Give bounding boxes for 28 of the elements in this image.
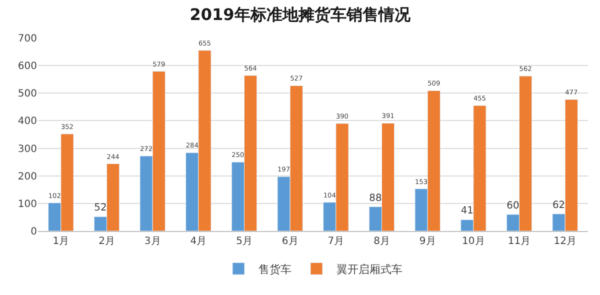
x-tick-label: 7月 <box>328 236 344 247</box>
y-tick-label: 0 <box>30 226 37 238</box>
y-tick-label: 700 <box>18 34 37 44</box>
y-tick-label: 100 <box>18 198 37 210</box>
data-label: 88 <box>369 192 382 204</box>
x-tick-label: 11月 <box>508 236 531 247</box>
x-tick-label: 1月 <box>52 236 70 247</box>
data-label: 52 <box>94 202 107 214</box>
y-tick-label: 600 <box>18 61 37 72</box>
chart-title: 2019年标准地摊货车销售情况 <box>190 5 412 24</box>
x-tick-label: 3月 <box>144 236 161 247</box>
legend-label: 售货车 <box>258 262 292 276</box>
x-tick-label: 6月 <box>282 236 298 247</box>
y-tick-label: 200 <box>18 171 37 182</box>
y-tick-label: 500 <box>18 88 37 100</box>
y-tick-label: 300 <box>18 144 37 155</box>
x-tick-label: 9月 <box>419 236 436 247</box>
data-label: 41 <box>460 206 474 217</box>
x-tick-label: 8月 <box>374 236 390 247</box>
y-tick-label: 400 <box>18 116 37 128</box>
x-tick-label: 2月 <box>98 236 115 247</box>
data-label: 62 <box>552 200 566 211</box>
x-tick-label: 4月 <box>190 236 207 247</box>
x-tick-label: 10月 <box>462 236 485 247</box>
legend-label: 翼开启厢式车 <box>336 262 402 276</box>
x-tick-label: 5月 <box>236 236 252 247</box>
data-label: 60 <box>506 200 520 212</box>
x-tick-label: 12月 <box>554 236 576 247</box>
